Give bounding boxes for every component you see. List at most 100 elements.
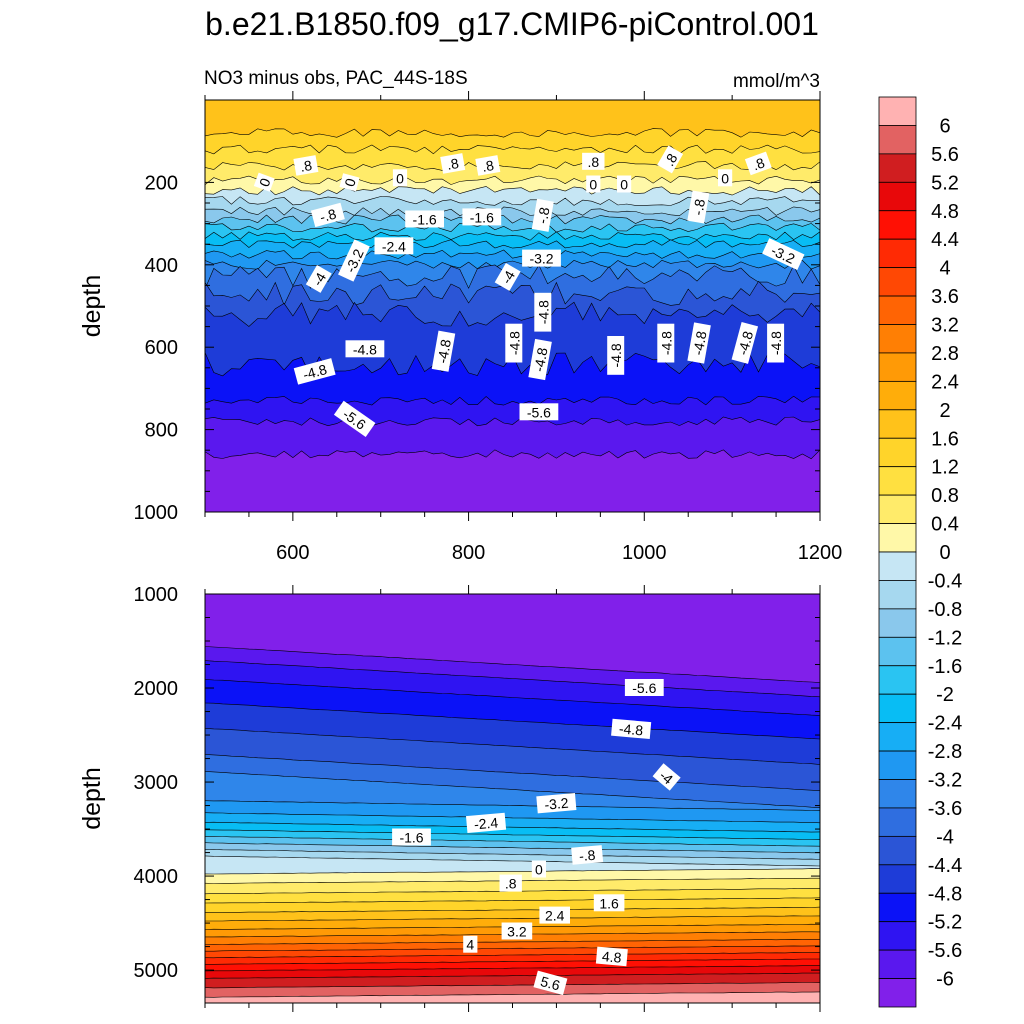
contour-line xyxy=(205,660,820,698)
colorbar-box xyxy=(878,807,917,837)
contour-line xyxy=(205,186,820,196)
colorbar-label: 5.2 xyxy=(931,172,959,194)
contour-line xyxy=(205,144,820,155)
contour-label: 0 xyxy=(339,173,360,192)
contour-label-text: -4.8 xyxy=(768,331,784,355)
contour-line xyxy=(205,897,820,904)
contour-label: -1.6 xyxy=(392,828,431,846)
contour-line xyxy=(205,259,820,270)
contour-label: 4 xyxy=(463,935,478,953)
colorbar-box xyxy=(878,523,917,553)
colorbar-label: 4 xyxy=(939,258,950,280)
contour-line xyxy=(205,800,820,811)
contour-label-text: -5.6 xyxy=(632,680,656,696)
contour-label: 0 xyxy=(392,169,408,187)
colorbar: 6 5.6 5.2 4.8 4.4 4 3.6 3.2 2.8 2.4 2 1.6 1.2 0.8 0.4 0… xyxy=(878,96,962,1008)
contour-label-text: .8 xyxy=(505,876,517,892)
contour-line xyxy=(205,868,820,875)
colorbar-box xyxy=(878,153,917,183)
contour-label-text: -4.8 xyxy=(734,329,756,357)
contour-label-text: 0 xyxy=(341,176,359,188)
contour-line xyxy=(205,249,820,260)
colorbar-box xyxy=(878,437,917,468)
contour-line xyxy=(205,958,820,965)
contour-line xyxy=(205,754,820,791)
contour-label: -1.6 xyxy=(462,208,502,226)
colorbar-box xyxy=(878,722,917,752)
contour-line xyxy=(205,829,820,840)
x-tick-label: 800 xyxy=(452,542,485,564)
x-tick-label: 600 xyxy=(276,542,309,564)
colorbar-label: 4.4 xyxy=(931,229,959,251)
colorbar-label: 0 xyxy=(939,542,950,564)
y-tick-label: 600 xyxy=(145,337,178,359)
contour-label: -5.6 xyxy=(624,679,664,696)
left-subtitle: NO3 minus obs, PAC_44S-18S xyxy=(204,68,468,89)
contour-label: .8 xyxy=(744,151,772,176)
contour-label-text: 1.6 xyxy=(599,895,619,911)
contour-label: 0 xyxy=(617,175,632,193)
colorbar-box xyxy=(878,921,917,951)
contour-field xyxy=(205,594,820,1003)
colorbar-label: -3.2 xyxy=(928,770,962,792)
contour-label-text: .8 xyxy=(481,157,495,175)
contour-label: -4.8 xyxy=(731,322,759,364)
contour-label-text: -4.8 xyxy=(608,343,624,367)
colorbar-box xyxy=(878,494,917,524)
colorbar-box xyxy=(878,295,917,325)
colorbar-label: 5.6 xyxy=(931,144,959,166)
x-tick-label: 1000 xyxy=(622,542,667,564)
contour-label-text: 0 xyxy=(620,177,628,193)
contour-label: 0 xyxy=(718,169,733,187)
contour-label: -2.4 xyxy=(465,812,507,834)
contour-line xyxy=(205,982,820,989)
colorbar-box xyxy=(878,636,917,667)
colorbar-label: 1.2 xyxy=(931,457,959,479)
contour-label: -4.8 xyxy=(767,323,785,363)
contour-label-text: -1.6 xyxy=(399,830,423,846)
contour-line xyxy=(205,222,820,233)
contour-line xyxy=(205,821,820,833)
contour-label: -.8 xyxy=(571,845,604,865)
contour-line xyxy=(205,196,820,206)
contour-line xyxy=(205,945,820,952)
contour-label-text: -4.8 xyxy=(618,720,644,738)
contour-line xyxy=(205,728,820,765)
colorbar-box xyxy=(878,580,917,610)
colorbar-label: -4 xyxy=(936,826,954,848)
colorbar-label: 0.8 xyxy=(931,485,959,507)
colorbar-label: -1.6 xyxy=(928,656,962,678)
contour-label-text: 4.8 xyxy=(601,948,622,966)
contour-label: -4.8 xyxy=(505,323,523,363)
contour-line xyxy=(205,214,820,225)
colorbar-box xyxy=(878,238,917,269)
contour-label: -4.8 xyxy=(431,330,456,372)
contour-label-text: 5.6 xyxy=(539,973,562,994)
contour-label: -4.8 xyxy=(528,338,552,381)
colorbar-label: -5.6 xyxy=(928,940,962,962)
contour-label-text: -5.6 xyxy=(527,404,551,420)
contour-line xyxy=(205,280,820,306)
contour-label-text: 0 xyxy=(589,177,597,193)
contour-label: -.8 xyxy=(687,190,710,224)
contour-line xyxy=(205,952,820,959)
colorbar-box xyxy=(878,181,917,212)
contour-labels: -5.6 -4.8 -4 -3.2 -2.4 -1.6 -.8 0 .8 1.6 2.4 3.2 4 4.… xyxy=(392,679,681,995)
contour-label: -1.6 xyxy=(405,210,444,228)
colorbar-box xyxy=(878,978,917,1008)
colorbar-label: -1.2 xyxy=(928,627,962,649)
contour-label: 0 xyxy=(531,860,546,878)
contour-label: -3.2 xyxy=(522,249,561,267)
colorbar-label: 3.6 xyxy=(931,286,959,308)
colorbar-label: -4.8 xyxy=(928,883,962,905)
colorbar-box xyxy=(878,665,917,695)
contour-label-text: -4.8 xyxy=(434,338,454,365)
contour-label: .8 xyxy=(499,874,522,892)
y-tick-label: 200 xyxy=(145,172,178,194)
contour-label-text: -4.8 xyxy=(535,300,551,324)
y-tick-label: 1000 xyxy=(134,502,179,524)
contour-label-text: -.8 xyxy=(318,206,338,226)
contour-label: 1.6 xyxy=(593,894,625,912)
contour-label: -4.8 xyxy=(293,358,336,385)
